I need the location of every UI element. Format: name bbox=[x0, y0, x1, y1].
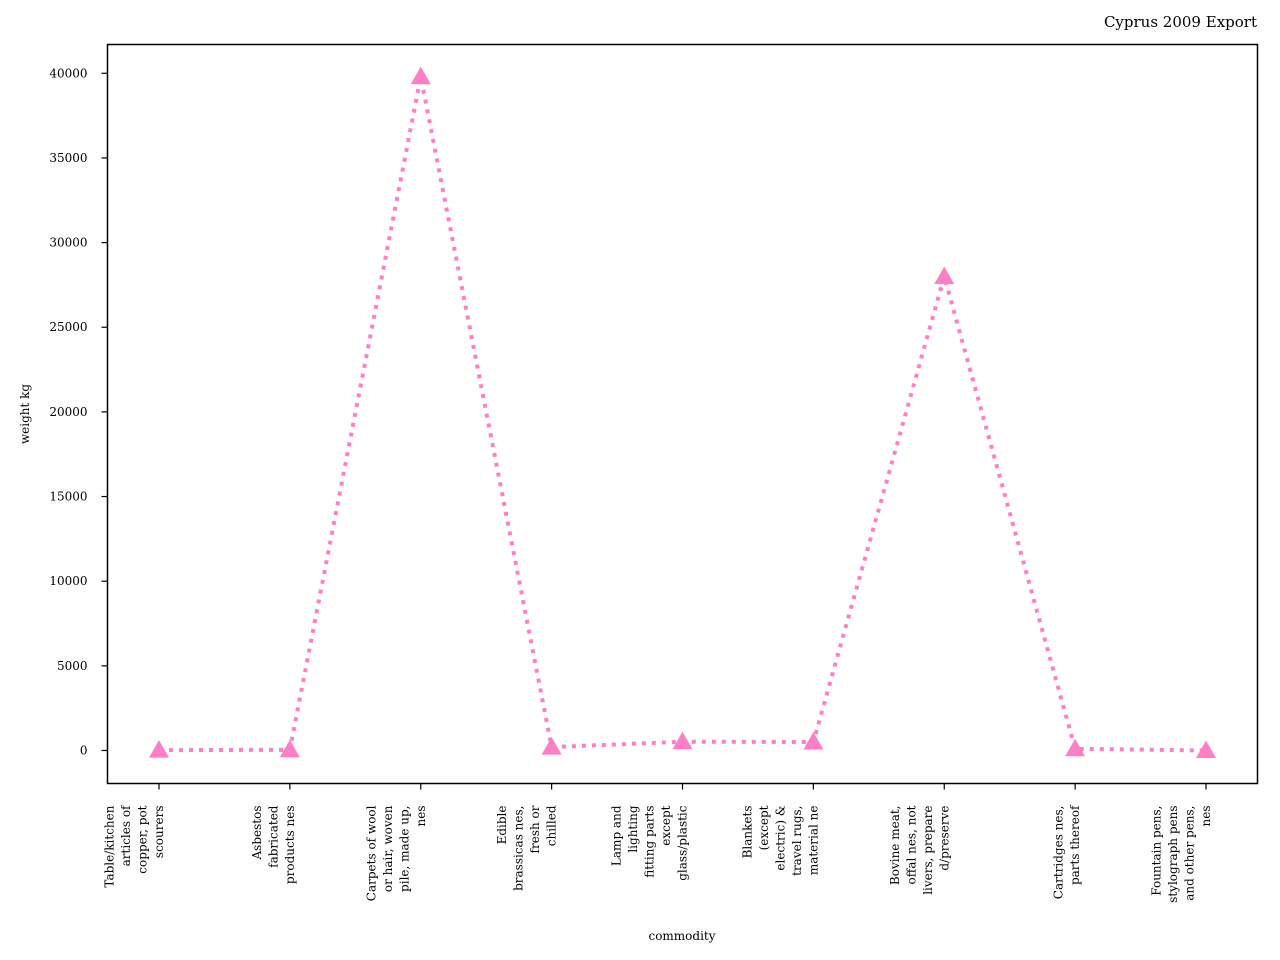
x-tick-label-line: and other pens, bbox=[1183, 806, 1197, 901]
x-tick-label-line: brassicas nes, bbox=[512, 806, 526, 891]
x-tick-label-line: travel rugs, bbox=[790, 806, 804, 876]
x-tick-label-line: Asbestos bbox=[250, 806, 264, 861]
x-tick-label-line: copper, pot bbox=[136, 805, 150, 873]
x-tick-label-line: articles of bbox=[119, 804, 133, 866]
data-point-marker bbox=[410, 66, 431, 85]
x-tick-label-line: Bovine meat, bbox=[888, 806, 902, 886]
y-tick-label: 30000 bbox=[49, 236, 87, 250]
x-tick-label-line: Cartridges nes, bbox=[1052, 806, 1066, 900]
y-axis-label: weight kg bbox=[18, 384, 32, 445]
x-tick-label-line: parts thereof bbox=[1068, 804, 1082, 885]
y-tick-label: 20000 bbox=[49, 405, 87, 419]
x-tick-label-line: Lamp and bbox=[610, 805, 624, 866]
x-tick-label: Carpets of wool or hair, woven pile, made … bbox=[364, 805, 428, 901]
y-tick-label: 10000 bbox=[49, 574, 87, 588]
x-tick-label-line: glass/plastic bbox=[676, 805, 690, 881]
x-tick-label-line: livers, prepare bbox=[921, 806, 935, 895]
plot-area bbox=[149, 66, 1216, 758]
data-point-marker bbox=[1065, 738, 1086, 757]
x-tick-label: Fountain pens, stylograph pens and other p… bbox=[1150, 806, 1214, 903]
x-tick-label-line: material ne bbox=[806, 806, 820, 876]
data-point-marker bbox=[279, 739, 300, 758]
y-tick-label: 0 bbox=[80, 743, 88, 757]
x-tick-label-line: electric) & bbox=[773, 805, 787, 870]
x-tick-label-line: Edible bbox=[495, 806, 509, 845]
x-tick-label-line: Table/kitchen bbox=[103, 805, 117, 887]
x-tick-label: Lamp and lighting fitting parts except glass… bbox=[610, 805, 690, 881]
y-tick-label: 15000 bbox=[49, 490, 87, 504]
y-tick-label: 25000 bbox=[49, 320, 87, 334]
plot-frame bbox=[106, 43, 1259, 785]
x-tick-label-line: offal nes, not bbox=[904, 805, 918, 884]
x-tick-label-line: Fountain pens, bbox=[1150, 806, 1164, 896]
x-tick-label: Edible brassicas nes, fresh or chilled bbox=[495, 805, 559, 891]
x-tick-label-line: products nes bbox=[283, 806, 297, 885]
x-tick-label: Table/kitchen articles of copper, pot scour… bbox=[103, 804, 167, 888]
x-tick-label: Blankets (except electric) & travel rugs, ma… bbox=[740, 805, 820, 876]
x-tick-label-line: d/preserve bbox=[937, 806, 951, 871]
x-tick-label-line: chilled bbox=[545, 805, 559, 846]
y-tick-label: 35000 bbox=[49, 151, 87, 165]
x-tick-label-line: pile, made up, bbox=[397, 806, 411, 892]
x-tick-label-line: fitting parts bbox=[643, 806, 657, 878]
x-axis: Table/kitchen articles of copper, pot scour… bbox=[103, 783, 1214, 903]
x-tick-label-line: Blankets bbox=[740, 806, 754, 859]
data-point-marker bbox=[149, 740, 169, 758]
x-tick-label-line: or hair, woven bbox=[381, 805, 395, 892]
x-tick-label: Asbestos fabricated products nes bbox=[250, 805, 297, 884]
x-tick-label-line: (except bbox=[757, 805, 771, 850]
x-tick-label-line: fabricated bbox=[266, 805, 280, 868]
x-tick-label-line: fresh or bbox=[528, 805, 542, 853]
data-point-marker bbox=[541, 737, 562, 755]
y-tick-label: 40000 bbox=[49, 66, 87, 80]
series-line bbox=[158, 76, 1207, 753]
chart-title: Cyprus 2009 Export bbox=[1104, 13, 1257, 31]
x-tick-label-line: except bbox=[659, 805, 673, 845]
y-tick-label: 5000 bbox=[57, 659, 88, 673]
data-point-marker bbox=[803, 732, 824, 750]
data-point-marker bbox=[672, 731, 693, 750]
x-axis-label: commodity bbox=[648, 929, 715, 943]
y-axis: 0 5000 10000 15000 20000 25000 30000 35000 40000 bbox=[49, 66, 108, 757]
x-tick-label: Cartridges nes, parts thereof bbox=[1052, 804, 1083, 899]
x-tick-label-line: nes bbox=[1199, 806, 1213, 827]
x-tick-label: Bovine meat, offal nes, not livers, prepar… bbox=[888, 805, 952, 894]
data-point-marker bbox=[1196, 740, 1216, 758]
x-tick-label-line: Carpets of wool bbox=[364, 805, 378, 901]
x-tick-label-line: nes bbox=[414, 806, 428, 827]
x-tick-label-line: lighting bbox=[626, 805, 640, 852]
x-tick-label-line: stylograph pens bbox=[1166, 806, 1180, 903]
data-point-marker bbox=[934, 266, 955, 284]
x-tick-label-line: scourers bbox=[152, 806, 166, 859]
